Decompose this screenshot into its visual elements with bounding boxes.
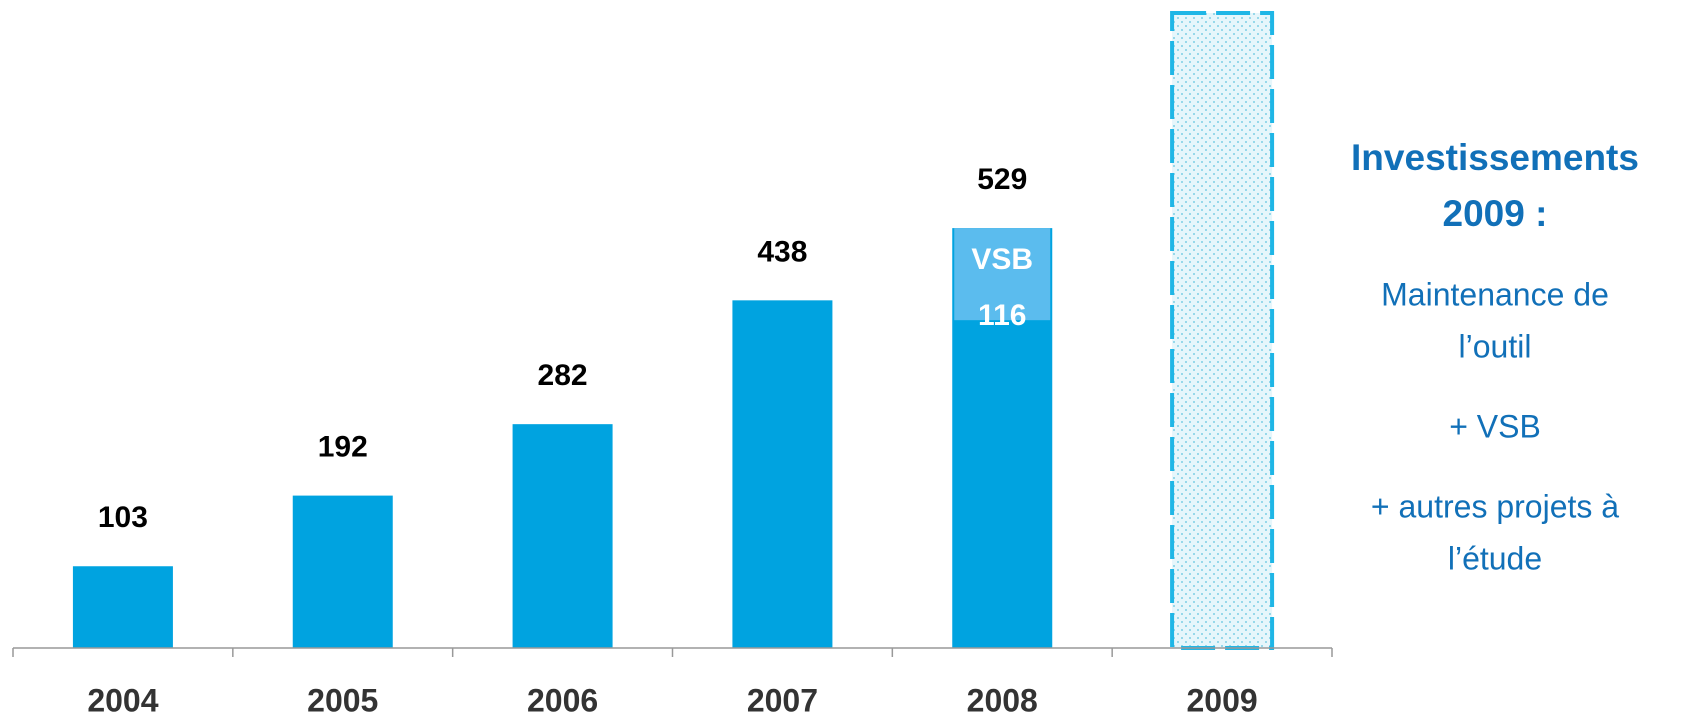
value-label: 438 [757,235,807,268]
placeholder-column [1170,11,1275,650]
panel-item: l’étude [1448,540,1542,576]
panel-item: + VSB [1449,408,1541,444]
bar [292,495,393,648]
panel-item: l’outil [1459,328,1532,364]
bar [732,300,833,648]
value-label: 529 [977,163,1027,196]
x-tick-label: 2004 [87,682,158,718]
value-label: 192 [318,431,368,464]
panel-item: + autres projets à [1371,488,1619,524]
value-label: 103 [98,501,148,534]
bar [72,566,173,648]
segment-label: 116 [978,299,1026,332]
bar-segment [954,228,1051,321]
x-tick-label: 2005 [307,682,378,718]
panel-title: Investissements [1351,137,1639,178]
value-label: 282 [538,359,588,392]
bar [512,424,613,648]
x-tick-label: 2007 [747,682,818,718]
panel-title: 2009 : [1443,193,1548,234]
segment-name: VSB [971,243,1033,276]
x-tick-label: 2006 [527,682,598,718]
x-tick-label: 2009 [1186,682,1257,718]
panel-item: Maintenance de [1381,276,1609,312]
x-tick-label: 2008 [967,682,1038,718]
